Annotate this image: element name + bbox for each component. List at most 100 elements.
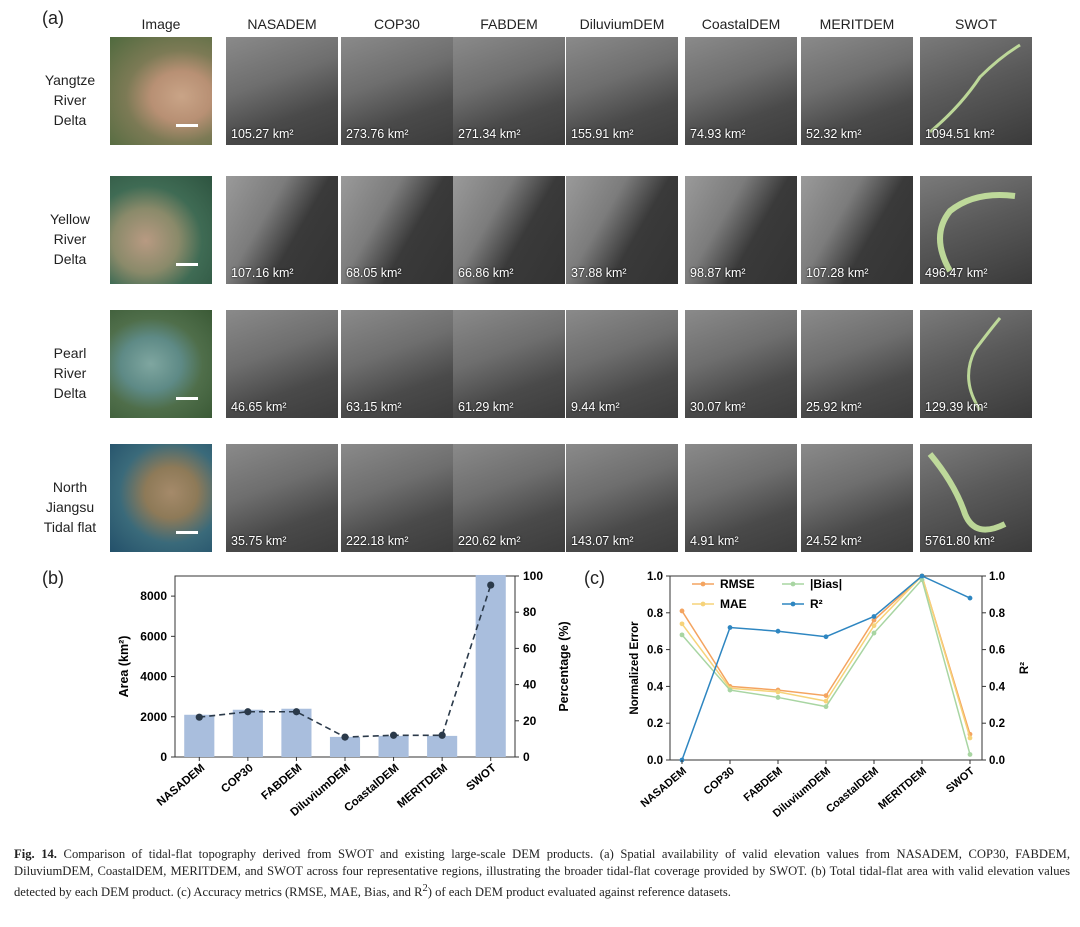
percentage-point: [341, 733, 349, 741]
row-label-line: Delta: [53, 112, 87, 128]
legend-marker: [790, 581, 796, 587]
series-point: [871, 617, 877, 623]
dem-tile: 98.87 km²: [685, 176, 797, 284]
bar: [232, 709, 263, 757]
x-tick-label: FABDEM: [742, 765, 785, 804]
row-label-line: River: [53, 92, 87, 108]
column-header: CoastalDEM: [701, 16, 781, 32]
series-point: [727, 625, 733, 630]
area-label: 496.47 km²: [925, 266, 988, 280]
series-point: [823, 698, 829, 704]
area-label: 63.15 km²: [346, 400, 402, 414]
bar: [281, 708, 312, 757]
dem-tile: 105.27 km²: [226, 37, 338, 145]
y-right-tick-label: 0.8: [989, 608, 1006, 620]
y-right-tick-label: 0.6: [989, 645, 1005, 657]
series-point: [775, 689, 781, 695]
y-right-tick-label: 80: [523, 605, 537, 619]
dem-tile: 496.47 km²: [920, 176, 1032, 284]
percentage-point: [195, 713, 203, 721]
dem-tile: 4.91 km²: [685, 444, 797, 552]
series-point: [775, 628, 781, 634]
row-label-line: River: [53, 231, 87, 247]
area-label: 68.05 km²: [346, 266, 402, 280]
y-axis-label: Normalized Error: [629, 621, 641, 715]
area-label: 24.52 km²: [806, 534, 862, 548]
x-tick-label: NASADEM: [155, 762, 207, 809]
dem-tile: 1094.51 km²: [920, 37, 1032, 145]
area-label: 61.29 km²: [458, 400, 514, 414]
series-point: [823, 634, 829, 640]
area-label: 25.92 km²: [806, 400, 862, 414]
legend-marker: [790, 601, 796, 607]
scale-bar: [176, 124, 198, 127]
y-tick-label: 0.0: [647, 755, 663, 767]
area-label: 155.91 km²: [571, 127, 634, 141]
x-tick-label: SWOT: [465, 762, 499, 793]
column-header: FABDEM: [480, 16, 538, 32]
dem-tile: 107.16 km²: [226, 176, 338, 284]
caption-text: Comparison of tidal-flat topography deri…: [14, 847, 1070, 900]
dem-tile: 24.52 km²: [801, 444, 913, 552]
area-label: 46.65 km²: [231, 400, 287, 414]
satellite-image: [110, 37, 212, 145]
series-point: [679, 621, 685, 627]
y-tick-label: 4000: [140, 670, 167, 684]
area-label: 107.16 km²: [231, 266, 294, 280]
y-tick-label: 0.4: [647, 681, 664, 693]
series-point: [823, 704, 829, 710]
dem-tile: 155.91 km²: [566, 37, 678, 145]
row-label: Yellow River Delta: [34, 209, 106, 269]
column-header: MERITDEM: [819, 16, 895, 32]
series-point: [871, 630, 877, 636]
dem-tile: 35.75 km²: [226, 444, 338, 552]
dem-tile: 46.65 km²: [226, 310, 338, 418]
dem-tile: 107.28 km²: [801, 176, 913, 284]
legend-marker: [700, 601, 706, 607]
column-header: NASADEM: [247, 16, 317, 32]
caption-label: Fig. 14.: [14, 847, 57, 861]
x-tick-label: CoastalDEM: [824, 765, 881, 815]
area-label: 30.07 km²: [690, 400, 746, 414]
area-label: 4.91 km²: [690, 534, 739, 548]
area-label: 9.44 km²: [571, 400, 620, 414]
legend-label: R²: [810, 597, 823, 611]
area-bar-chart: 0 2000 4000 6000 8000 0 20 40 60 80 100 NASADEM COP3…: [117, 569, 571, 819]
y-tick-label: 0: [160, 750, 167, 764]
series-point: [967, 735, 973, 741]
dem-tile: 37.88 km²: [566, 176, 678, 284]
y-tick-label: 6000: [140, 629, 167, 643]
panel-a-letter: (a): [42, 8, 64, 28]
satellite-image: [110, 444, 212, 552]
area-label: 222.18 km²: [346, 534, 409, 548]
x-tick-label: SWOT: [944, 765, 977, 796]
column-header: DiluviumDEM: [579, 16, 665, 32]
accuracy-line-chart: 0.0 0.2 0.4 0.6 0.8 1.0 0.0 0.2 0.4 0.6 0.8 1.0 NASA…: [629, 571, 1031, 820]
y-tick-label: 8000: [140, 589, 167, 603]
percentage-point: [438, 731, 446, 739]
y-right-tick-label: 40: [523, 678, 537, 692]
area-label: 5761.80 km²: [925, 534, 995, 548]
percentage-point: [487, 581, 495, 589]
row-label: Pearl River Delta: [34, 343, 106, 403]
row-label-line: North: [52, 479, 88, 495]
series-point: [727, 687, 733, 693]
row-label-line: Yellow: [50, 211, 90, 227]
dem-tile: 25.92 km²: [801, 310, 913, 418]
percentage-point: [292, 708, 301, 716]
y-right-tick-label: 0.4: [989, 681, 1006, 693]
y-tick-label: 2000: [140, 710, 167, 724]
area-label: 220.62 km²: [458, 534, 521, 548]
area-label: 129.39 km²: [925, 400, 988, 414]
dem-tile: 68.05 km²: [341, 176, 453, 284]
scale-bar: [176, 531, 198, 534]
x-tick-label: COP30: [702, 765, 737, 797]
area-label: 273.76 km²: [346, 127, 409, 141]
dem-tile: 220.62 km²: [453, 444, 565, 552]
row-label-line: Delta: [53, 251, 87, 267]
legend-marker: [700, 581, 706, 587]
dem-tile: 74.93 km²: [685, 37, 797, 145]
y-tick-label: 1.0: [647, 571, 663, 583]
area-label: 35.75 km²: [231, 534, 287, 548]
row-label: North Jiangsu Tidal flat: [34, 477, 106, 537]
